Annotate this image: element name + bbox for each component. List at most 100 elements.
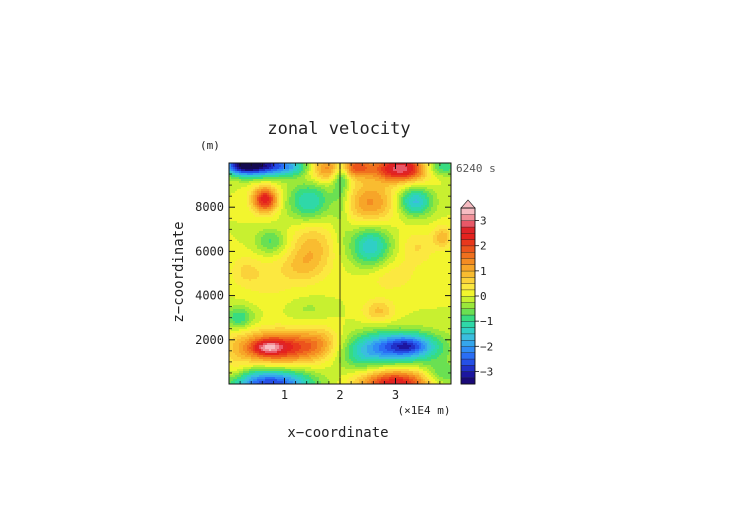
contour-cell xyxy=(409,163,412,166)
contour-cell xyxy=(319,219,322,222)
contour-cell xyxy=(301,249,304,252)
contour-cell xyxy=(355,171,358,174)
contour-cell xyxy=(421,247,424,250)
contour-cell xyxy=(377,215,380,218)
contour-cell xyxy=(235,227,238,230)
contour-cell xyxy=(345,171,348,174)
contour-cell xyxy=(401,213,404,216)
contour-cell xyxy=(293,235,296,238)
contour-cell xyxy=(383,231,386,234)
contour-cell xyxy=(299,189,302,192)
contour-cell xyxy=(355,233,358,236)
contour-cell xyxy=(305,163,308,166)
contour-cell xyxy=(301,239,304,242)
contour-cell xyxy=(333,243,336,246)
contour-cell xyxy=(439,251,442,254)
contour-cell xyxy=(383,245,386,248)
contour-cell xyxy=(405,217,408,220)
contour-cell xyxy=(419,195,422,198)
contour-cell xyxy=(295,171,298,174)
contour-cell xyxy=(435,181,438,184)
contour-cell xyxy=(433,193,436,196)
contour-cell xyxy=(417,237,420,240)
contour-cell xyxy=(377,247,380,250)
contour-cell xyxy=(295,215,298,218)
contour-cell xyxy=(363,209,366,212)
contour-cell xyxy=(401,177,404,180)
contour-cell xyxy=(311,205,314,208)
contour-cell xyxy=(323,183,326,186)
contour-cell xyxy=(233,235,236,238)
contour-cell xyxy=(229,245,232,248)
contour-cell xyxy=(361,167,364,170)
contour-cell xyxy=(405,245,408,248)
contour-cell xyxy=(251,165,254,168)
contour-cell xyxy=(291,239,294,242)
contour-cell xyxy=(399,243,402,246)
contour-cell xyxy=(319,165,322,168)
contour-cell xyxy=(351,231,354,234)
contour-cell xyxy=(291,249,294,252)
contour-cell xyxy=(435,219,438,222)
contour-cell xyxy=(347,173,350,176)
contour-cell xyxy=(425,177,428,180)
contour-cell xyxy=(363,197,366,200)
contour-cell xyxy=(331,241,334,244)
contour-cell xyxy=(357,207,360,210)
contour-cell xyxy=(321,165,324,168)
contour-cell xyxy=(371,199,374,202)
contour-cell xyxy=(335,251,338,254)
contour-cell xyxy=(323,203,326,206)
contour-cell xyxy=(423,235,426,238)
contour-cell xyxy=(327,215,330,218)
contour-cell xyxy=(307,247,310,250)
contour-cell xyxy=(299,241,302,244)
contour-cell xyxy=(403,187,406,190)
contour-cell xyxy=(439,169,442,172)
contour-cell xyxy=(421,235,424,238)
contour-cell xyxy=(265,191,268,194)
contour-cell xyxy=(245,169,248,172)
contour-cell xyxy=(449,167,452,170)
contour-cell xyxy=(329,179,332,182)
contour-cell xyxy=(345,185,348,188)
contour-cell xyxy=(373,231,376,234)
contour-cell xyxy=(255,179,258,182)
contour-cell xyxy=(309,181,312,184)
contour-cell xyxy=(371,183,374,186)
contour-cell xyxy=(277,241,280,244)
contour-cell xyxy=(431,221,434,224)
contour-cell xyxy=(273,177,276,180)
contour-cell xyxy=(293,241,296,244)
contour-cell xyxy=(383,211,386,214)
contour-cell xyxy=(329,203,332,206)
contour-cell xyxy=(363,171,366,174)
contour-cell xyxy=(305,205,308,208)
contour-cell xyxy=(229,201,232,204)
contour-cell xyxy=(423,215,426,218)
contour-cell xyxy=(285,237,288,240)
contour-cell xyxy=(323,223,326,226)
contour-cell xyxy=(375,173,378,176)
contour-cell xyxy=(229,251,232,254)
contour-cell xyxy=(287,247,290,250)
contour-cell xyxy=(429,235,432,238)
contour-cell xyxy=(397,163,400,166)
contour-cell xyxy=(271,207,274,210)
contour-cell xyxy=(425,225,428,228)
contour-cell xyxy=(403,185,406,188)
contour-cell xyxy=(315,247,318,250)
contour-cell xyxy=(283,175,286,178)
contour-cell xyxy=(337,235,340,238)
contour-cell xyxy=(291,235,294,238)
contour-cell xyxy=(311,233,314,236)
contour-cell xyxy=(411,223,414,226)
contour-cell xyxy=(403,183,406,186)
contour-cell xyxy=(381,235,384,238)
contour-cell xyxy=(241,243,244,246)
contour-cell xyxy=(331,219,334,222)
contour-cell xyxy=(413,229,416,232)
contour-cell xyxy=(369,201,372,204)
contour-cell xyxy=(365,251,368,254)
contour-cell xyxy=(317,225,320,228)
